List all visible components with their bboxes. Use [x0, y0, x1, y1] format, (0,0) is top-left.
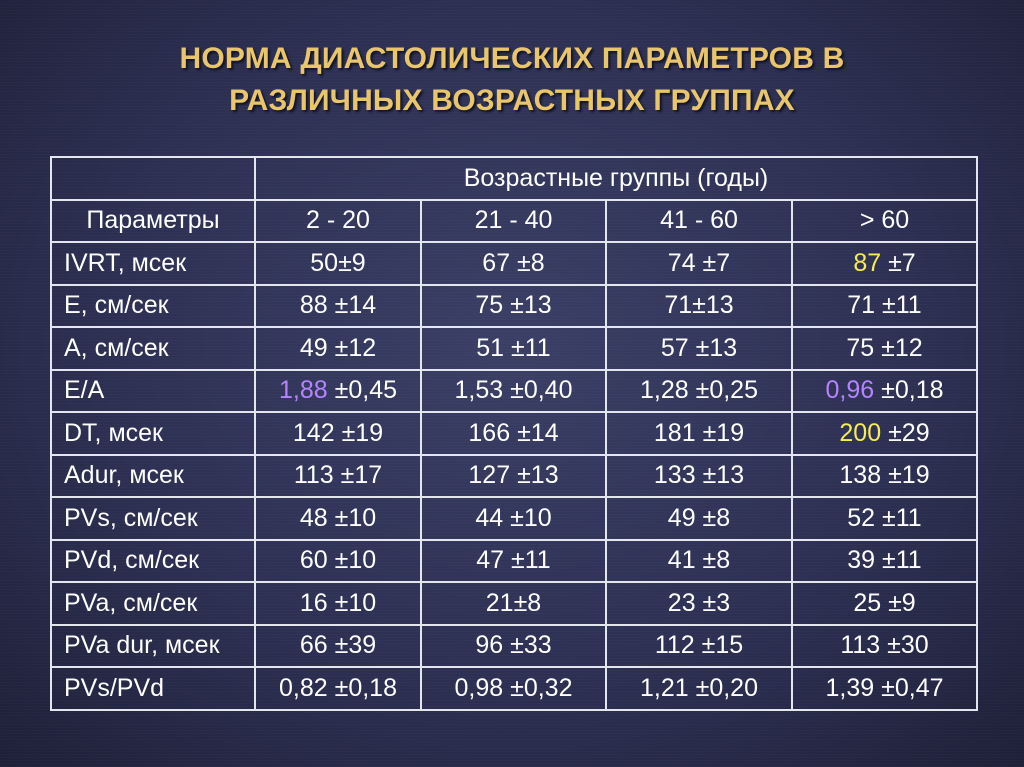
value-cell: 127 ±13	[420, 453, 607, 498]
column-header: 41 - 60	[605, 198, 793, 243]
highlighted-value: 0,96	[825, 376, 875, 405]
parameter-name-cell: E, см/сек	[50, 283, 256, 328]
value-cell: 39 ±11	[790, 538, 979, 583]
value-cell: 74 ±7	[605, 241, 793, 286]
value-cell: 48 ±10	[254, 496, 422, 541]
parameters-header: Параметры	[50, 198, 256, 243]
highlighted-value: 1,88	[279, 376, 328, 405]
value-cell: 57 ±13	[605, 326, 793, 371]
parameter-name-cell: Adur, мсек	[50, 453, 256, 498]
parameter-name-cell: PVa dur, мсек	[50, 623, 256, 668]
table-row: E, см/сек 88 ±14 75 ±13 71±13 71 ±11	[50, 283, 979, 328]
value-cell: 49 ±12	[254, 326, 422, 371]
parameter-name-cell: PVa, см/сек	[50, 581, 256, 626]
parameter-name-cell: E/A	[50, 368, 256, 413]
highlighted-value: 200	[839, 418, 882, 447]
table-row: PVa dur, мсек 66 ±39 96 ±33 112 ±15 113 ±30	[50, 623, 979, 668]
age-groups-header: Возрастные группы (годы)	[253, 156, 979, 201]
value-cell: 113 ±30	[790, 623, 979, 668]
table-row: DT, мсек 142 ±19 166 ±14 181 ±19 200 ±29	[50, 411, 979, 456]
value-cell: 16 ±10	[254, 581, 422, 626]
column-header: 21 - 40	[420, 198, 607, 243]
value-cell: 133 ±13	[605, 453, 793, 498]
parameter-name-cell: A, см/сек	[50, 326, 256, 371]
value-cell: 113 ±17	[254, 453, 422, 498]
column-header-row: Параметры 2 - 20 21 - 40 41 - 60 > 60	[50, 198, 979, 243]
value-cell: 96 ±33	[420, 623, 607, 668]
value-cell: 166 ±14	[420, 411, 607, 456]
column-header: 2 - 20	[254, 198, 422, 243]
table-row: PVd, см/сек 60 ±10 47 ±11 41 ±8 39 ±11	[50, 538, 979, 583]
value-cell: 47 ±11	[420, 538, 607, 583]
value-cell: 142 ±19	[254, 411, 422, 456]
highlighted-value: 87	[853, 248, 882, 277]
value-cell: 60 ±10	[254, 538, 422, 583]
value-cell: 181 ±19	[605, 411, 793, 456]
table-row: E/A 1,88 ±0,45 1,53 ±0,40 1,28 ±0,25 0,96 ±0…	[50, 368, 979, 413]
diastolic-norms-table: Возрастные группы (годы) Параметры 2 - 2…	[50, 156, 979, 711]
empty-corner-cell	[50, 156, 256, 201]
parameter-name-cell: IVRT, мсек	[50, 241, 256, 286]
slide-title-line-2: РАЗЛИЧНЫХ ВОЗРАСТНЫХ ГРУППАХ	[229, 84, 795, 117]
value-cell: 1,21 ±0,20	[605, 666, 793, 711]
value-cell: 71±13	[605, 283, 793, 328]
table-row: IVRT, мсек 50±9 67 ±8 74 ±7 87 ±7	[50, 241, 979, 286]
group-header-row: Возрастные группы (годы)	[50, 156, 979, 201]
value-cell: 71 ±11	[790, 283, 979, 328]
value-cell: 25 ±9	[790, 581, 979, 626]
deviation-value: ±0,18	[874, 376, 944, 405]
table-row: Adur, мсек 113 ±17 127 ±13 133 ±13 138 ±19	[50, 453, 979, 498]
value-cell: 49 ±8	[605, 496, 793, 541]
value-cell: 67 ±8	[420, 241, 607, 286]
value-cell: 200 ±29	[790, 411, 979, 456]
value-cell: 1,53 ±0,40	[420, 368, 607, 413]
column-header: > 60	[790, 198, 979, 243]
value-cell: 1,28 ±0,25	[605, 368, 793, 413]
value-cell: 51 ±11	[420, 326, 607, 371]
deviation-value: ±29	[881, 418, 930, 447]
table-row: PVs, см/сек 48 ±10 44 ±10 49 ±8 52 ±11	[50, 496, 979, 541]
value-cell: 21±8	[420, 581, 607, 626]
table-row: PVs/PVd 0,82 ±0,18 0,98 ±0,32 1,21 ±0,20 1,3…	[50, 666, 979, 711]
value-cell: 50±9	[254, 241, 422, 286]
value-cell: 66 ±39	[254, 623, 422, 668]
deviation-value: ±7	[881, 248, 916, 277]
slide-title: НОРМА ДИАСТОЛИЧЕСКИХ ПАРАМЕТРОВ В РАЗЛИЧ…	[0, 38, 1024, 122]
value-cell: 0,82 ±0,18	[254, 666, 422, 711]
parameter-name-cell: PVs, см/сек	[50, 496, 256, 541]
slide-title-line-1: НОРМА ДИАСТОЛИЧЕСКИХ ПАРАМЕТРОВ В	[179, 42, 845, 75]
value-cell: 23 ±3	[605, 581, 793, 626]
parameter-name-cell: PVd, см/сек	[50, 538, 256, 583]
value-cell: 75 ±13	[420, 283, 607, 328]
deviation-value: ±0,45	[327, 376, 397, 405]
table-row: A, см/сек 49 ±12 51 ±11 57 ±13 75 ±12	[50, 326, 979, 371]
value-cell: 0,98 ±0,32	[420, 666, 607, 711]
value-cell: 75 ±12	[790, 326, 979, 371]
value-cell: 44 ±10	[420, 496, 607, 541]
parameter-name-cell: DT, мсек	[50, 411, 256, 456]
value-cell: 1,88 ±0,45	[254, 368, 422, 413]
value-cell: 138 ±19	[790, 453, 979, 498]
value-cell: 41 ±8	[605, 538, 793, 583]
value-cell: 87 ±7	[790, 241, 979, 286]
table-body: Возрастные группы (годы) Параметры 2 - 2…	[50, 156, 979, 711]
value-cell: 112 ±15	[605, 623, 793, 668]
parameter-name-cell: PVs/PVd	[50, 666, 256, 711]
value-cell: 1,39 ±0,47	[790, 666, 979, 711]
table-row: PVa, см/сек 16 ±10 21±8 23 ±3 25 ±9	[50, 581, 979, 626]
value-cell: 52 ±11	[790, 496, 979, 541]
value-cell: 0,96 ±0,18	[790, 368, 979, 413]
value-cell: 88 ±14	[254, 283, 422, 328]
